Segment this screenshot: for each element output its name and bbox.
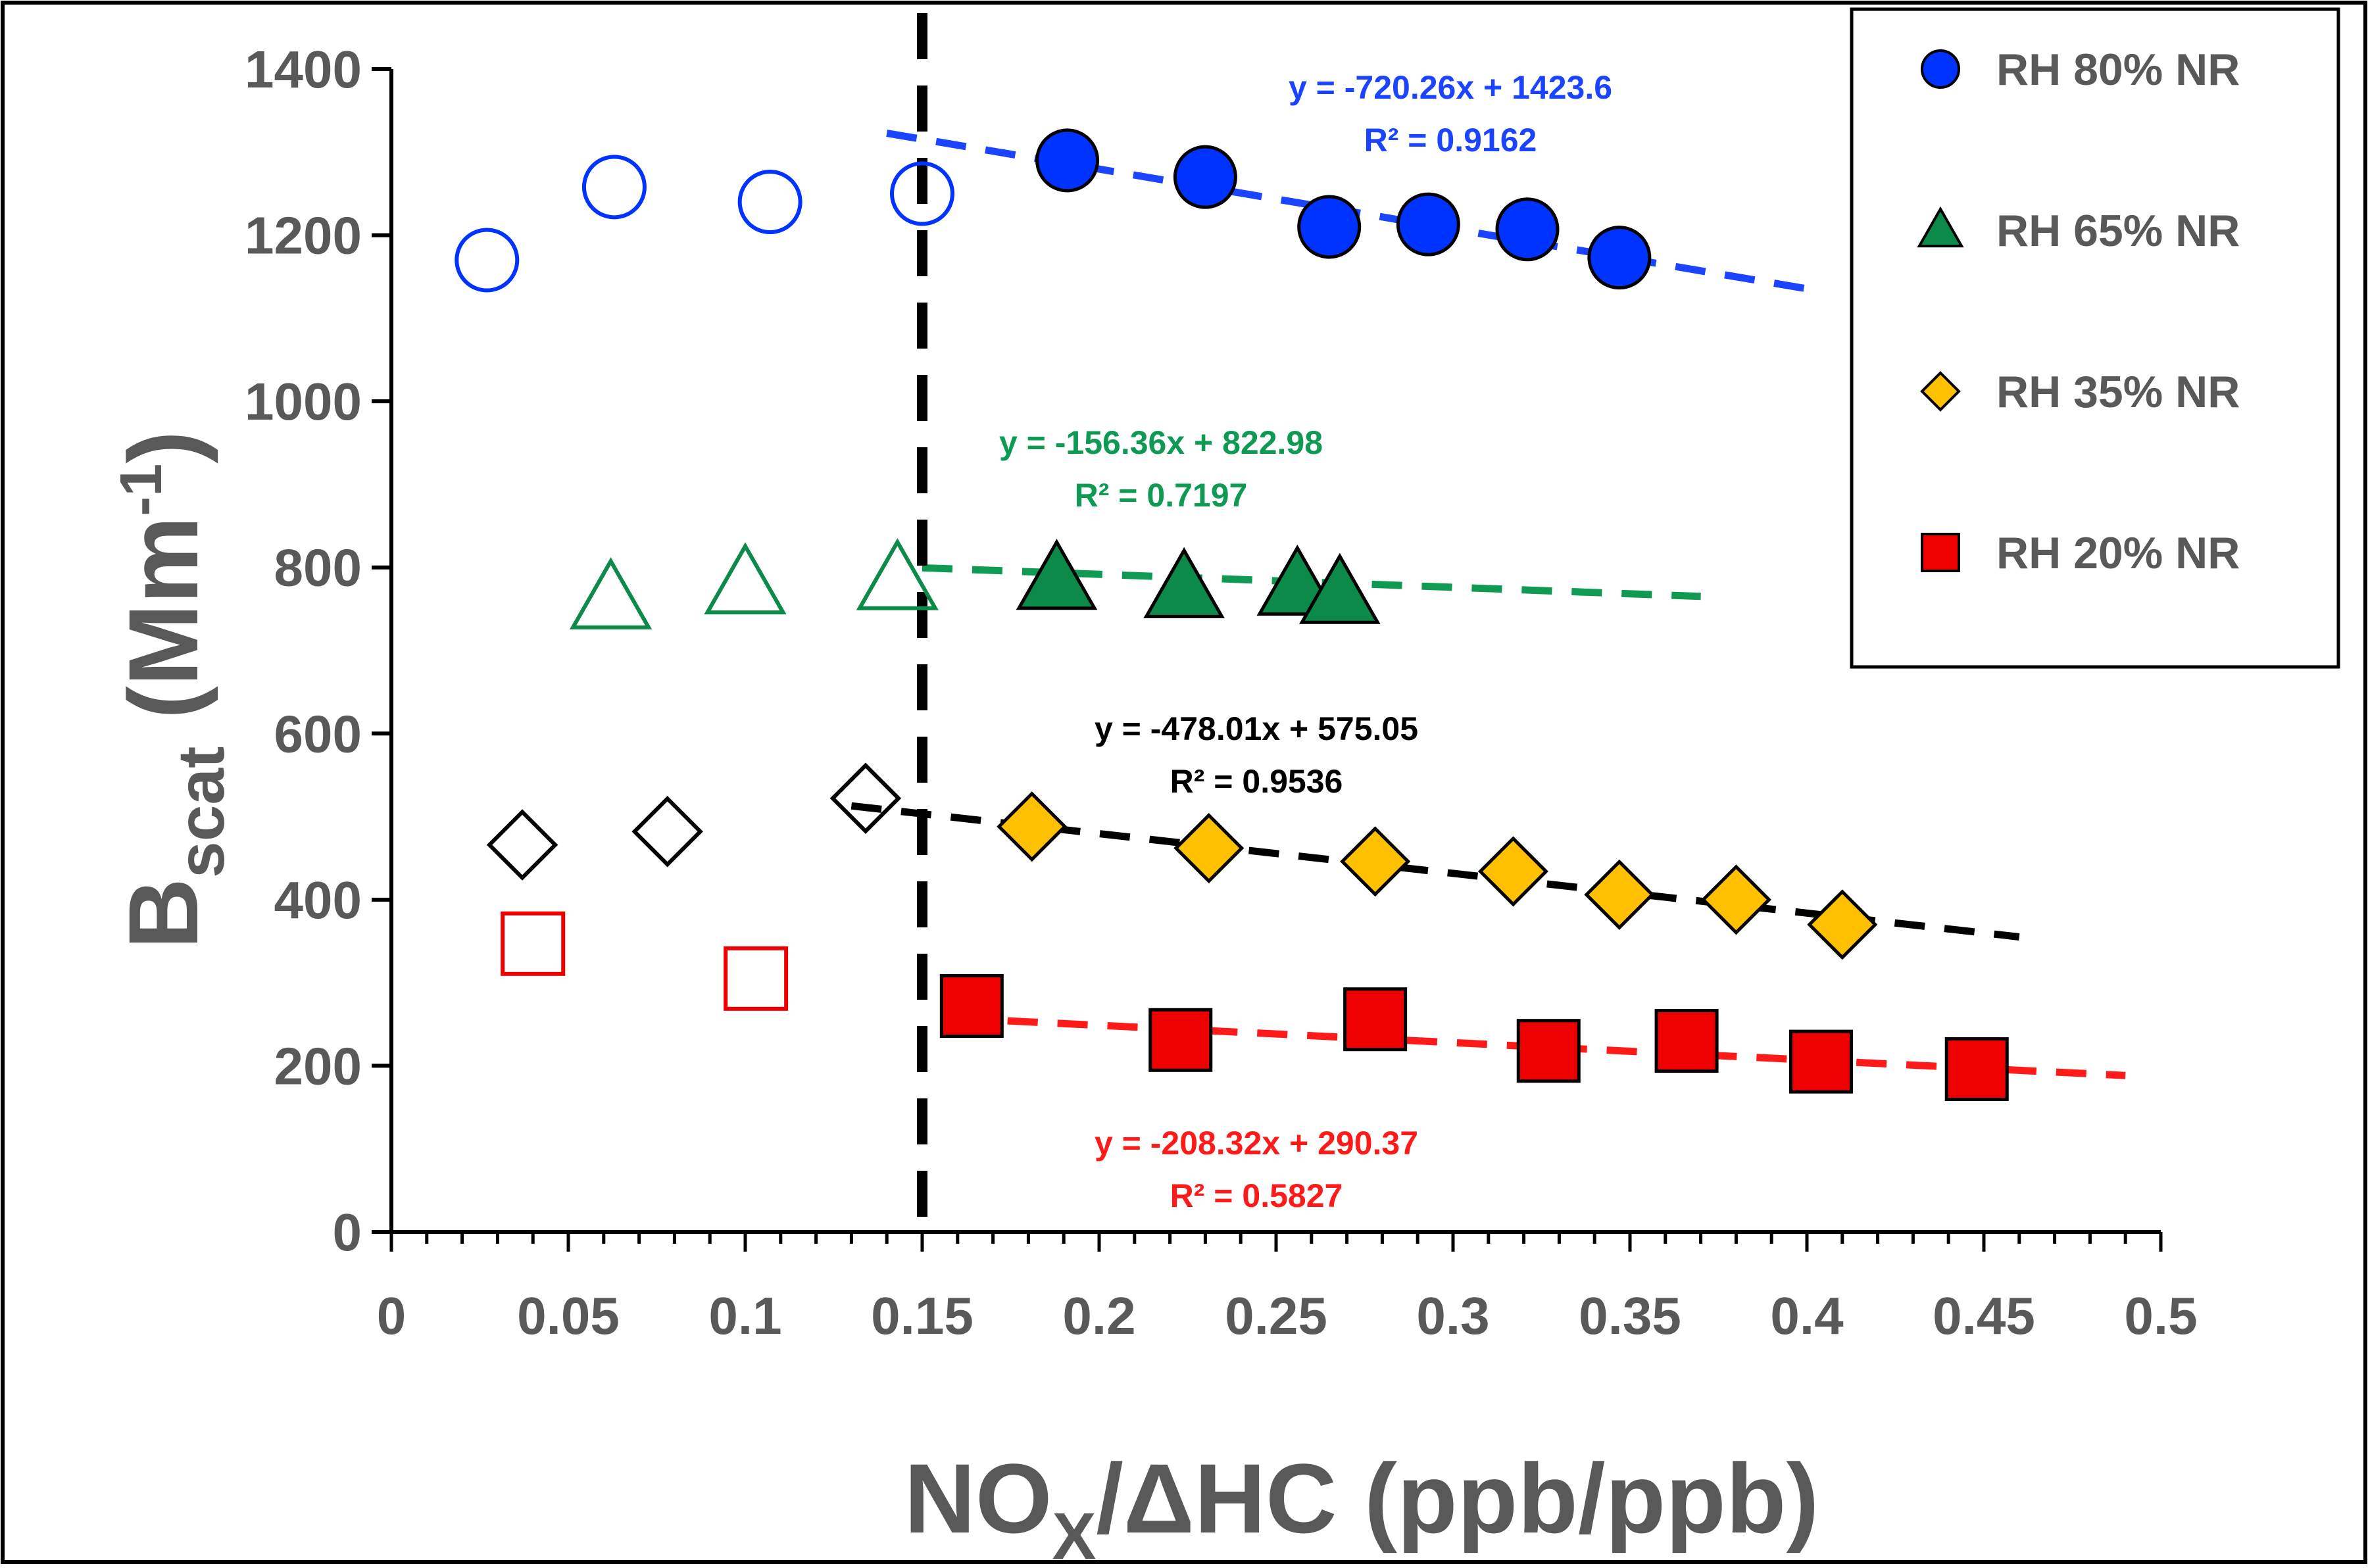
filled-point-3-2 <box>1343 987 1408 1052</box>
y-title-sup: -1 <box>109 464 174 516</box>
legend-marker-3 <box>1921 533 1960 572</box>
x-tick-label: 0.3 <box>1416 1286 1489 1345</box>
y-tick-label: 200 <box>274 1037 362 1095</box>
filled-point-0-3 <box>1396 192 1460 257</box>
filled-point-1-3 <box>1299 552 1381 624</box>
x-tick-label: 0.15 <box>871 1286 974 1345</box>
x-tick-label: 0.05 <box>517 1286 620 1345</box>
open-point-0-3 <box>890 161 954 226</box>
open-point-2-0 <box>486 809 558 881</box>
filled-point-2-5 <box>1700 864 1771 935</box>
x-tick-label: 0.25 <box>1225 1286 1327 1345</box>
filled-point-3-3 <box>1516 1019 1581 1083</box>
trend-equation-3: y = -208.32x + 290.37 <box>1095 1125 1418 1162</box>
x-tick-label: 0.1 <box>708 1286 781 1345</box>
open-point-3-1 <box>724 946 789 1011</box>
filled-point-2-6 <box>1807 889 1878 960</box>
open-point-1-2 <box>856 538 939 610</box>
filled-point-0-5 <box>1587 226 1652 290</box>
filled-point-0-1 <box>1173 145 1237 209</box>
filled-point-2-4 <box>1584 859 1655 930</box>
open-point-1-0 <box>569 557 653 629</box>
trend-r2-1: R² = 0.7197 <box>1075 477 1248 514</box>
y-title-sub: scat <box>164 747 238 878</box>
trend-equation-1: y = -156.36x + 822.98 <box>999 424 1323 461</box>
filled-point-0-2 <box>1297 195 1362 259</box>
legend-label-0: RH 80% NR <box>1996 45 2240 95</box>
filled-point-3-1 <box>1148 1008 1213 1072</box>
trend-r2-0: R² = 0.9162 <box>1364 122 1537 159</box>
filled-point-2-3 <box>1477 836 1548 907</box>
open-point-0-2 <box>737 170 802 235</box>
filled-point-3-4 <box>1654 1009 1719 1073</box>
x-tick-label: 0 <box>377 1286 407 1345</box>
y-tick-label: 0 <box>333 1203 362 1262</box>
y-axis-title: Bscat (Mm-1) <box>108 431 238 949</box>
trend-equation-0: y = -720.26x + 1423.6 <box>1289 69 1612 106</box>
x-tick-label: 0.45 <box>1933 1286 2035 1345</box>
y-title-end: ) <box>108 431 218 464</box>
filled-point-3-6 <box>1944 1037 2009 1101</box>
x-tick-label: 0.2 <box>1062 1286 1135 1345</box>
filled-point-0-4 <box>1495 197 1560 262</box>
open-point-3-0 <box>501 911 566 976</box>
y-tick-label: 400 <box>274 871 362 929</box>
x-tick-label: 0.35 <box>1579 1286 1681 1345</box>
filled-point-2-2 <box>1340 826 1411 897</box>
open-point-0-1 <box>581 155 647 220</box>
filled-point-2-1 <box>1173 813 1245 884</box>
filled-point-1-1 <box>1143 547 1225 618</box>
filled-point-1-0 <box>1016 539 1098 610</box>
trendline-3 <box>957 1014 2126 1079</box>
open-point-0-0 <box>455 228 520 293</box>
x-tick-label: 0.4 <box>1770 1286 1844 1345</box>
trend-equation-2: y = -478.01x + 575.05 <box>1095 710 1418 747</box>
open-point-2-1 <box>631 796 703 868</box>
y-title-base: B <box>108 878 218 949</box>
legend-label-2: RH 35% NR <box>1996 367 2240 417</box>
y-tick-label: 1200 <box>245 207 362 265</box>
x-tick-label: 0.5 <box>2124 1286 2197 1345</box>
legend-label-1: RH 65% NR <box>1996 206 2240 256</box>
trend-r2-3: R² = 0.5827 <box>1170 1177 1343 1214</box>
filled-point-0-0 <box>1035 128 1100 193</box>
filled-point-2-0 <box>997 791 1068 862</box>
open-point-2-2 <box>829 762 902 835</box>
x-axis-title: NOX/ΔHC (ppb/ppb) <box>904 1443 1819 1565</box>
y-tick-label: 1000 <box>245 372 362 431</box>
y-tick-label: 600 <box>274 704 362 763</box>
y-title-mid: (Mm <box>108 516 218 747</box>
filled-point-3-0 <box>939 974 1004 1039</box>
x-title-sub: X <box>1052 1500 1097 1565</box>
legend-marker-0 <box>1921 49 1960 89</box>
legend-label-3: RH 20% NR <box>1996 528 2240 578</box>
y-tick-label: 800 <box>274 539 362 597</box>
trend-r2-2: R² = 0.9536 <box>1170 763 1343 800</box>
x-title-rest: /ΔHC (ppb/ppb) <box>1096 1443 1819 1554</box>
x-title-base: NO <box>904 1443 1052 1554</box>
open-point-1-1 <box>704 542 787 615</box>
filled-point-3-5 <box>1789 1029 1854 1094</box>
y-tick-label: 1400 <box>245 40 362 99</box>
legend-marker-1 <box>1917 206 1964 248</box>
legend-marker-2 <box>1920 371 1961 412</box>
